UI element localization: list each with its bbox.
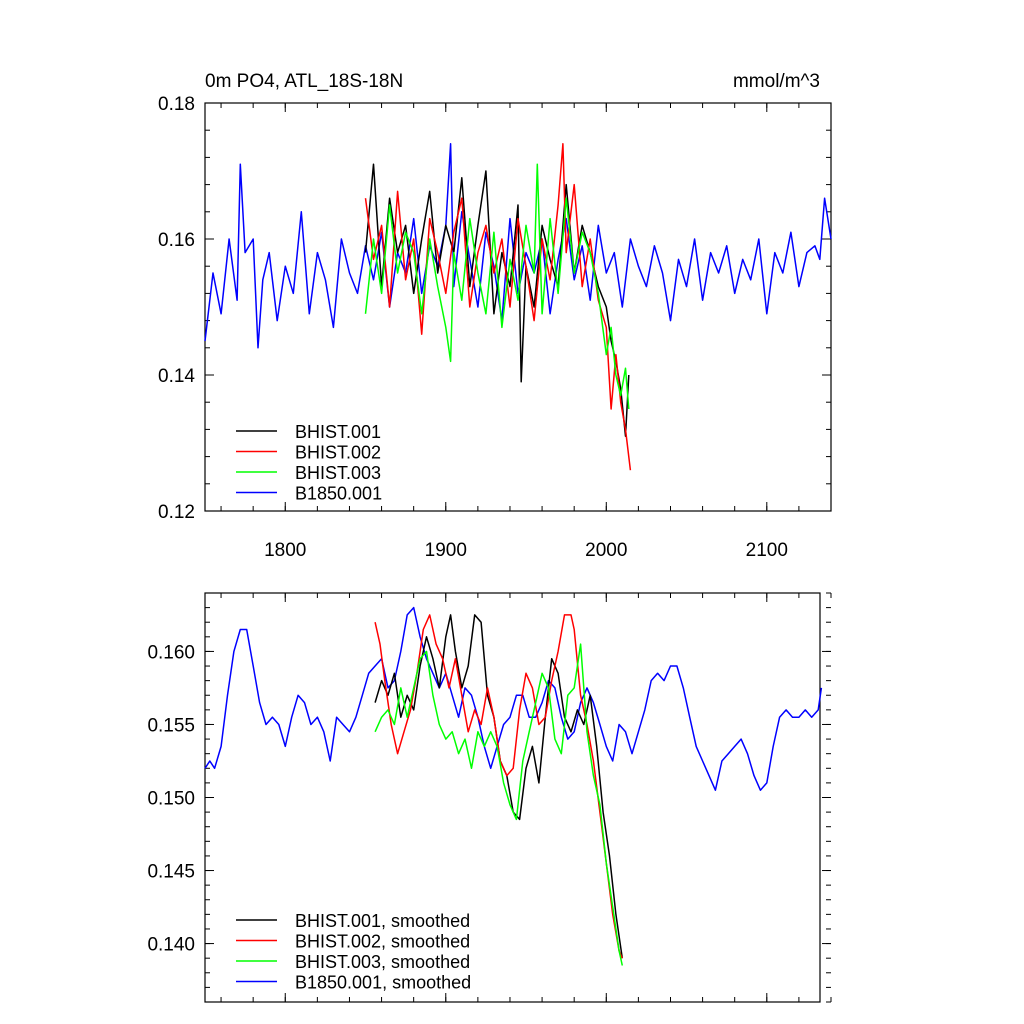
- series-line-bhist-003-smoothed: [374, 643, 624, 966]
- series-line-b1850-001: [204, 143, 832, 349]
- units-label: mmol/m^3: [733, 71, 820, 92]
- legend-label: BHIST.003, smoothed: [295, 952, 470, 972]
- legend-label: B1850.001: [295, 484, 382, 504]
- y-tick-label: 0.12: [158, 502, 195, 523]
- plot-frame-top: [204, 102, 832, 512]
- y-tick-label: 0.145: [147, 862, 195, 883]
- y-tick-label: 0.16: [158, 230, 195, 251]
- chart-title: 0m PO4, ATL_18S-18N: [205, 71, 403, 92]
- y-tick-label: 0.155: [147, 715, 195, 736]
- x-tick-label: 1900: [425, 540, 467, 561]
- legend-label: BHIST.001, smoothed: [295, 911, 470, 931]
- y-tick-label: 0.14: [158, 366, 195, 387]
- chart-panel-bottom: 0.140 0.145 0.150 0.155 0.160 BHIST.001, smo…: [147, 592, 832, 1003]
- series-lines-top: [204, 143, 832, 471]
- series-line-bhist-001: [364, 163, 630, 437]
- x-tick-label: 2100: [746, 540, 788, 561]
- legend-label: BHIST.002: [295, 443, 381, 463]
- legend-label: BHIST.002, smoothed: [295, 932, 470, 952]
- legend-label: B1850.001, smoothed: [295, 973, 471, 993]
- legend-label: BHIST.003: [295, 463, 381, 483]
- chart-panel-top: 0m PO4, ATL_18S-18N mmol/m^3 0.120.140.1…: [158, 71, 832, 561]
- series-line-bhist-001-smoothed: [374, 614, 624, 959]
- y-tick-label: 0.160: [147, 642, 195, 663]
- y-tick-label: 0.150: [147, 789, 195, 810]
- series-line-bhist-002-smoothed: [374, 614, 623, 959]
- series-lines-bottom: [204, 606, 823, 966]
- series-line-bhist-002: [364, 143, 632, 471]
- tick-labels-bottom: 0.140 0.145 0.150 0.155 0.160: [147, 642, 195, 955]
- tick-labels-top: 0.12 0.14 0.16 0.18 1800 1900 2000 2100: [158, 94, 788, 561]
- series-line-b1850-001-smoothed: [204, 606, 823, 791]
- series-line-bhist-003: [364, 163, 630, 410]
- ticks-top: [205, 102, 832, 512]
- y-tick-label: 0.18: [158, 94, 195, 115]
- x-tick-label: 1800: [264, 540, 306, 561]
- y-tick-label: 0.140: [147, 935, 195, 956]
- x-tick-label: 2000: [585, 540, 627, 561]
- legend-label: BHIST.001: [295, 422, 381, 442]
